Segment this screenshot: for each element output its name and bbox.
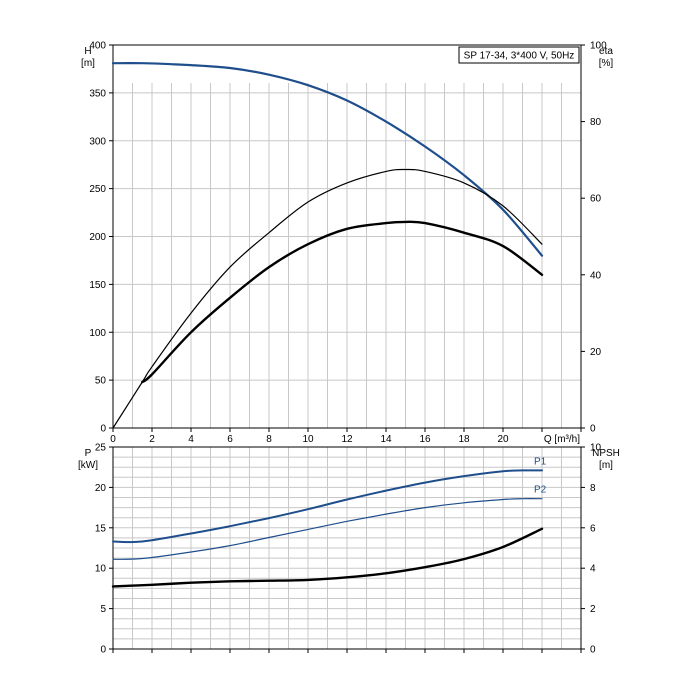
- right-tick-label: 2: [590, 604, 596, 615]
- head-efficiency-panel: 0 50 100 150 200 250 300 350 400 0 20 40 60 80 100 0 2 4 6…: [81, 41, 613, 446]
- x-tick-label: 20: [497, 434, 509, 445]
- left-tick-label: 150: [89, 280, 106, 291]
- left-tick-label: 0: [100, 645, 106, 656]
- left-tick-label: 200: [89, 232, 106, 243]
- left-tick-label: 50: [95, 376, 107, 387]
- x-tick-label: 18: [458, 434, 470, 445]
- x-tick-label: 4: [188, 434, 194, 445]
- left-tick-label: 25: [95, 443, 107, 454]
- right-tick-label: 4: [590, 564, 596, 575]
- series-line: [112, 469, 543, 544]
- x-tick-label: 0: [110, 434, 116, 445]
- series-line: [112, 498, 543, 560]
- right-tick-label: 10: [590, 443, 602, 454]
- model-legend-text: SP 17-34, 3*400 V, 50Hz: [464, 51, 575, 62]
- x-tick-label: 16: [419, 434, 431, 445]
- model-legend-box: [458, 46, 580, 64]
- left-axis-title: [m]: [81, 58, 95, 69]
- left-axis-title: [kW]: [78, 460, 98, 471]
- left-axis-title: P: [85, 448, 92, 459]
- right-tick-label: 6: [590, 523, 596, 534]
- right-tick-label: 8: [590, 483, 596, 494]
- series-line: [111, 527, 544, 588]
- left-tick-label: 400: [89, 41, 106, 52]
- left-tick-label: 0: [100, 424, 106, 435]
- right-tick-label: 40: [590, 270, 602, 281]
- left-tick-label: 300: [89, 136, 106, 147]
- series-label: P1: [534, 456, 547, 467]
- left-axis-title: H: [84, 46, 91, 57]
- series-line: [141, 220, 544, 384]
- left-tick-label: 10: [95, 564, 107, 575]
- x-tick-label: 8: [266, 434, 272, 445]
- right-tick-label: 20: [590, 347, 602, 358]
- left-tick-label: 20: [95, 483, 107, 494]
- series-line: [111, 62, 544, 257]
- x-tick-label: 2: [149, 434, 155, 445]
- right-tick-label: 0: [590, 424, 596, 435]
- right-tick-label: 60: [590, 194, 602, 205]
- right-tick-label: 80: [590, 117, 602, 128]
- x-tick-label: 12: [341, 434, 353, 445]
- left-tick-label: 100: [89, 328, 106, 339]
- left-tick-label: 5: [100, 604, 106, 615]
- left-tick-label: 250: [89, 184, 106, 195]
- left-tick-label: 15: [95, 523, 107, 534]
- right-tick-label: 100: [590, 41, 607, 52]
- right-axis-title: [%]: [599, 58, 614, 69]
- power-npsh-panel: 0 5 10 15 20 25 0 2 4 6 8 10 P[kW] NPSH[m] P1 P2: [78, 443, 620, 656]
- x-tick-label: 10: [302, 434, 314, 445]
- series-label: P2: [534, 485, 547, 496]
- x-tick-label: 14: [380, 434, 392, 445]
- right-axis-title: [m]: [599, 460, 613, 471]
- x-tick-label: 6: [227, 434, 233, 445]
- right-axis-title: NPSH: [592, 448, 620, 459]
- right-tick-label: 0: [590, 645, 596, 656]
- right-axis-title: eta: [599, 46, 613, 57]
- left-tick-label: 350: [89, 88, 106, 99]
- x-axis-label: Q [m³/h]: [544, 434, 580, 445]
- series-line: [112, 168, 543, 429]
